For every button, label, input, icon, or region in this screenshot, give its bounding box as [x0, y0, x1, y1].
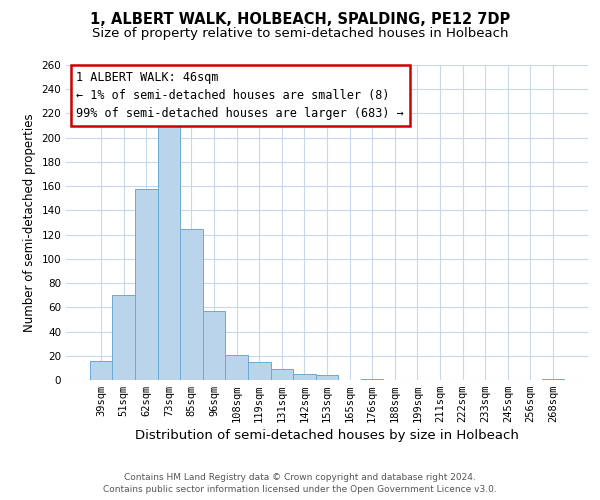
Bar	[542, 379, 564, 380]
Bar	[90, 360, 112, 380]
Bar	[361, 379, 383, 380]
Bar	[203, 311, 226, 380]
Bar	[135, 188, 158, 380]
Bar	[271, 369, 293, 380]
Text: 1, ALBERT WALK, HOLBEACH, SPALDING, PE12 7DP: 1, ALBERT WALK, HOLBEACH, SPALDING, PE12…	[90, 12, 510, 28]
Bar	[293, 374, 316, 380]
Bar	[248, 362, 271, 380]
Bar	[316, 375, 338, 380]
Bar	[180, 228, 203, 380]
Text: Contains HM Land Registry data © Crown copyright and database right 2024.
Contai: Contains HM Land Registry data © Crown c…	[103, 472, 497, 494]
Bar	[112, 295, 135, 380]
Bar	[226, 354, 248, 380]
Y-axis label: Number of semi-detached properties: Number of semi-detached properties	[23, 113, 36, 332]
Text: 1 ALBERT WALK: 46sqm
← 1% of semi-detached houses are smaller (8)
99% of semi-de: 1 ALBERT WALK: 46sqm ← 1% of semi-detach…	[76, 72, 404, 120]
X-axis label: Distribution of semi-detached houses by size in Holbeach: Distribution of semi-detached houses by …	[135, 430, 519, 442]
Text: Size of property relative to semi-detached houses in Holbeach: Size of property relative to semi-detach…	[92, 28, 508, 40]
Bar	[158, 116, 180, 380]
